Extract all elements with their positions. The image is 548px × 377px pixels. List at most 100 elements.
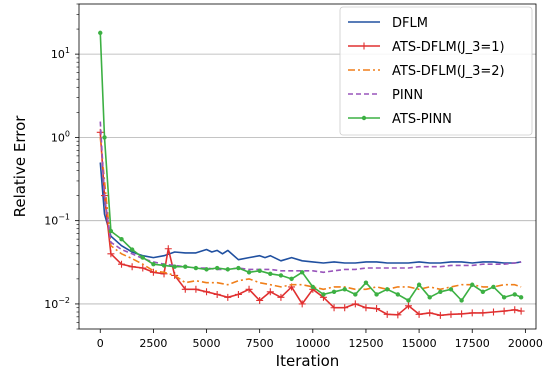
data-point [479,309,487,317]
legend-item: PINN [348,88,423,103]
data-point [385,287,390,292]
legend: DFLM ATS-DFLM(J_3=1) ATS-DFLM(J_3=2) PINN AT… [339,6,533,136]
data-point [436,311,444,319]
data-point [213,290,221,298]
data-point [98,30,103,36]
series-4 [98,30,524,303]
legend-label: ATS-DFLM(J_3=2) [392,64,505,79]
data-point [192,285,200,293]
data-point [266,288,274,296]
legend-box [339,6,533,136]
data-point [139,264,147,272]
data-point [427,295,432,300]
data-point [404,302,412,310]
data-point [151,262,156,267]
data-point [102,135,107,140]
data-point [341,304,349,312]
data-point [395,292,401,297]
data-point [310,284,316,290]
series-line [99,137,522,291]
data-point [501,295,507,300]
data-point [458,310,466,318]
legend-item: ATS-PINN [348,112,452,127]
legend-label: DFLM [392,16,428,31]
y-tick-label: 10−2 [44,296,70,311]
data-point [517,307,525,315]
data-point [373,305,381,313]
data-point [351,300,359,308]
data-point [140,255,145,260]
data-point [480,289,486,294]
data-point [353,292,358,297]
data-point [406,298,411,303]
x-axis-title: Iteration [276,352,340,370]
data-point [225,267,230,272]
x-tick-label: 0 [97,337,104,350]
x-tick-label: 20000 [508,337,543,350]
data-point [342,287,347,292]
data-point [214,265,220,271]
data-point [118,260,126,268]
series-line [99,121,522,274]
data-point [278,273,284,278]
data-point [383,310,391,318]
data-point [511,306,519,314]
data-point [299,270,305,275]
x-tick-label: 5000 [193,337,221,350]
data-point [268,271,273,277]
series-2 [99,137,522,291]
legend-item: ATS-DFLM(J_3=2) [348,64,505,79]
data-point [128,263,136,271]
data-point [257,268,262,273]
data-point [161,263,167,268]
data-point [129,247,135,252]
data-point [518,295,524,300]
series-3 [99,121,522,274]
data-point [362,304,370,312]
data-point [193,265,199,271]
data-point [298,300,306,308]
data-point [183,264,188,269]
legend-label: ATS-DFLM(J_3=1) [392,40,505,55]
data-point [245,285,253,293]
legend-label: PINN [392,88,423,103]
data-point [512,292,517,297]
data-point [459,298,464,303]
data-point [363,280,369,285]
data-point [204,267,209,272]
data-point [172,264,177,269]
data-point [491,284,496,290]
x-tick-label: 10000 [295,337,330,350]
x-tick-label: 17500 [455,337,490,350]
x-tick-label: 2500 [139,337,167,350]
x-tick-label: 7500 [246,337,274,350]
x-tick-label: 15000 [402,337,437,350]
data-point [149,268,157,276]
data-point [500,307,508,315]
data-point [426,309,434,317]
data-point [321,292,326,297]
data-point [246,270,252,275]
legend-marker [360,42,368,50]
data-point [374,292,379,297]
data-point [448,287,454,292]
legend-label: ATS-PINN [392,112,452,127]
y-tick-label: 101 [51,46,70,61]
data-point [224,293,232,301]
plot-frame [78,3,537,330]
data-point [438,289,443,294]
legend-item: ATS-DFLM(J_3=1) [348,40,505,55]
y-tick-label: 100 [51,129,70,144]
legend-item: DFLM [348,16,428,31]
data-point [470,282,475,287]
y-axis-title: Relative Error [11,115,29,218]
data-point [277,293,285,301]
data-point [234,290,242,298]
y-tick-label: 10−1 [44,213,70,228]
data-point [164,245,172,253]
data-point [256,296,264,304]
data-point [331,289,337,294]
data-point [289,276,294,282]
